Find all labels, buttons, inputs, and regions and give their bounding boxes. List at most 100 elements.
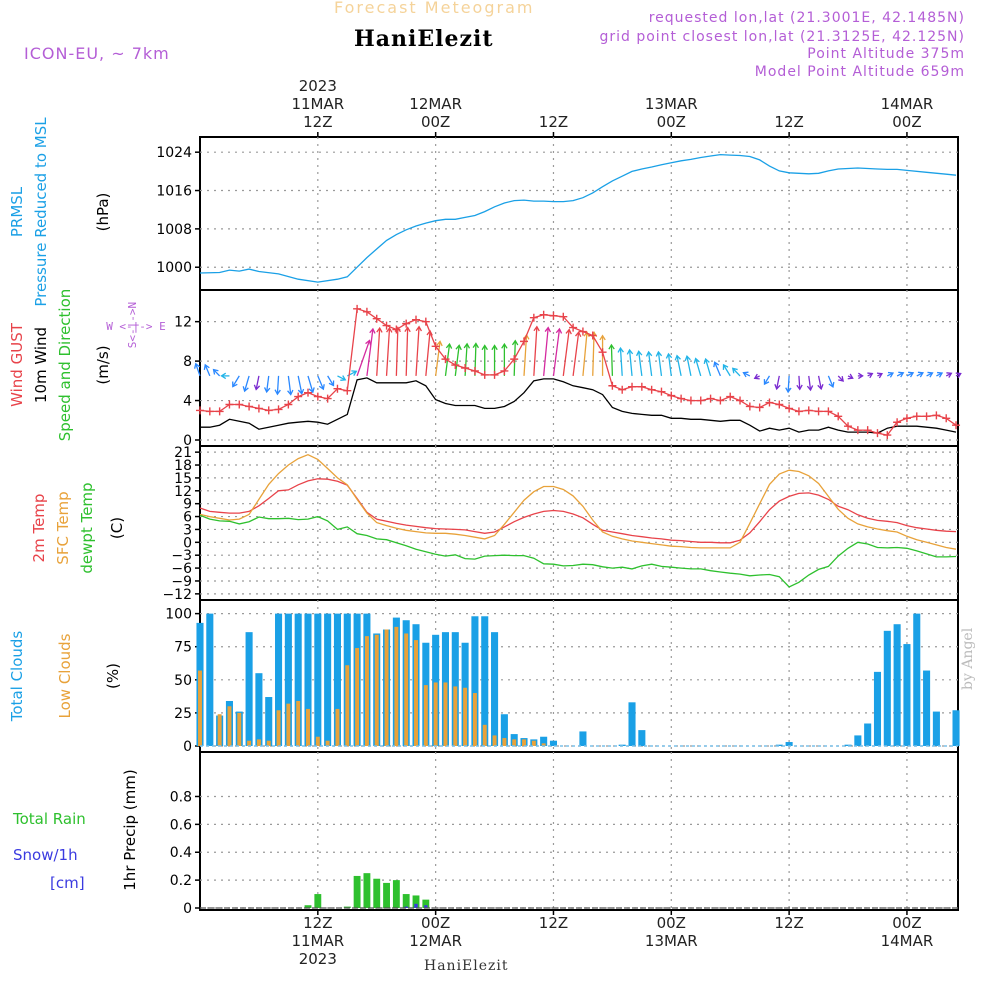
dewpoint-line [199,514,957,588]
y-tick-label-precipitation: 0.4 [170,845,192,861]
wind-arrow-head [565,328,572,335]
bottom-time-tick-label: 12Z [303,914,332,932]
gust-marker [785,404,794,413]
y-tick-label-clouds: 25 [174,706,192,722]
wind-arrow [776,375,780,390]
temp-axis-label: 2m Temp [30,494,48,563]
total-cloud-bar [265,697,273,746]
gust-marker [588,331,597,340]
wind-arrow-head [753,373,760,380]
wind-arrow-head [351,370,358,376]
low-cloud-bar [237,712,242,746]
snow-bar [404,906,408,908]
bottom-time-tick-label: 00Z [657,914,686,932]
total-cloud-bar [932,711,940,746]
wind-arrow-head [806,385,814,392]
gust-marker [480,370,489,379]
low-cloud-bar [522,739,526,746]
model-name: ICON-EU, ~ 7km [24,44,170,63]
grid-point-coordinates: grid point closest lon,lat (21.3125E, 42… [599,29,965,45]
total-cloud-bar [952,710,960,746]
y-tick-label-temperature: 0 [183,535,192,551]
wind-arrow-head [713,361,720,368]
wind-arrow [592,332,595,376]
wind-arrow-head [555,327,563,334]
gust-marker [254,404,263,413]
wind-arrow [204,364,211,377]
rain-bar [383,882,390,908]
gust-marker [647,385,656,394]
wind-arrow [667,353,672,376]
gust-marker [667,391,676,400]
low-cloud-bar [482,724,487,746]
total-cloud-bar [284,613,292,746]
y-tick-label-precipitation: 0.2 [170,873,192,889]
low-cloud-bar [355,648,360,746]
gust-marker [814,407,823,416]
wind-arrow-head [693,357,700,364]
wind-arrow [732,367,741,377]
low-cloud-bar [198,670,202,746]
wind-arrow [454,345,460,376]
low-cloud-bar [217,714,222,746]
y-tick-label-pressure: 1000 [156,260,192,276]
gust-marker [245,402,254,411]
rain-bar [373,878,381,908]
wind-arrow-head [703,357,710,365]
gust-marker [677,394,686,403]
gust-marker [274,405,283,414]
total-cloud-bar [854,735,862,746]
low-cloud-bar [472,693,477,746]
low-cloud-bar [247,740,252,746]
panel-frame-precipitation [199,751,959,911]
wind-arrow-head [599,334,606,341]
rain-bar [402,894,410,908]
watermark: by Angel [960,627,976,690]
gust-marker [569,323,578,332]
wind-arrow-head [908,371,915,378]
rain-legend: Total Rain [12,810,86,828]
wind-arrow [337,375,346,381]
wind-axis-label: Speed and Direction [56,289,74,442]
wind-arrow-head [898,371,905,378]
bottom-time-tick-label: 2023 [299,950,337,968]
low-cloud-bar [227,706,232,746]
wind-arrow-head [635,350,643,357]
wind-arrow-head [220,372,227,380]
top-time-tick-label: 12Z [303,113,332,131]
wind-arrow [327,375,335,386]
y-tick-label-temperature: 9 [183,497,192,513]
gust-marker [441,355,450,364]
wind-arrow-head [194,362,201,369]
wind-arrow [415,326,420,376]
snow-bar [414,903,418,908]
wind-arrow [798,375,801,390]
gust-marker [431,342,440,351]
wind-arrow [808,375,812,391]
top-time-tick-label: 00Z [657,113,686,131]
gust-marker [608,381,617,390]
wind-axis-label: 10m Wind [32,327,50,403]
wind-arrow [628,349,633,376]
gust-marker [451,361,460,370]
pressure-axis-label: Pressure Reduced to MSL [32,117,50,307]
wind-arrow-head [404,326,411,333]
rain-bar [304,905,312,908]
gust-marker [775,400,784,409]
pressure-unit-label: (hPa) [94,193,112,232]
wind-arrow [638,351,643,376]
y-tick-label-wind: 8 [183,354,192,370]
y-tick-label-temperature: 3 [183,522,192,538]
low-cloud-bar [364,636,369,746]
station-name: HaniElezit [354,26,494,52]
gust-marker [912,412,921,421]
total-cloud-bar [491,632,499,746]
wind-arrow-head [369,327,376,334]
total-cloud-bar [333,613,341,746]
wind-arrow [787,375,790,393]
gust-marker [461,364,470,373]
top-time-tick-label: 11MAR [291,95,344,113]
wind-arrow-head [455,344,462,351]
total-cloud-bar [913,613,921,746]
bottom-time-tick-label: 00Z [892,914,921,932]
